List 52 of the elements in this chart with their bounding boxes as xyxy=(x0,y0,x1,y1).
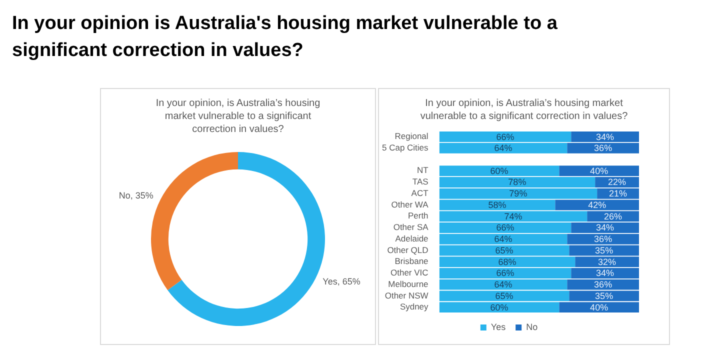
data-label: 35% xyxy=(595,245,614,256)
data-label: 34% xyxy=(596,132,614,142)
legend-label: No xyxy=(526,322,538,332)
data-label: 26% xyxy=(604,211,622,222)
data-label: 65% xyxy=(495,290,514,301)
data-label: 35% xyxy=(595,290,614,301)
slice-label: Yes, 65% xyxy=(322,276,360,287)
y-tick-label: 5 Cap Cities xyxy=(382,142,428,152)
y-tick-label: Other WA xyxy=(391,199,429,210)
data-label: 36% xyxy=(594,143,612,154)
y-tick-label: Other VIC xyxy=(390,268,428,278)
data-label: 34% xyxy=(596,222,614,233)
data-label: 65% xyxy=(495,245,514,256)
y-tick-label: Adelaide xyxy=(395,233,429,244)
data-label: 22% xyxy=(608,177,626,188)
data-label: 64% xyxy=(494,143,512,154)
slice-label: No, 35% xyxy=(118,190,154,200)
data-label: 68% xyxy=(498,256,516,267)
y-tick-label: Perth xyxy=(408,210,429,221)
data-label: 64% xyxy=(494,234,512,244)
data-label: 66% xyxy=(496,132,514,142)
chart-subtitle: In your opinion, is Australia’s housing market vulnerable to a significant correction in values? xyxy=(154,97,322,136)
data-label: 66% xyxy=(496,222,514,233)
data-label: 74% xyxy=(504,211,522,222)
data-label: 78% xyxy=(508,177,526,188)
y-tick-label: NT xyxy=(416,165,428,176)
data-label: 32% xyxy=(598,256,616,267)
y-tick-label: ACT xyxy=(411,188,428,198)
data-label: 60% xyxy=(490,166,508,176)
y-tick-label: Melbourne xyxy=(388,278,429,289)
data-label: 60% xyxy=(490,302,508,312)
y-tick-label: TAS xyxy=(412,176,429,187)
y-tick-label: Brisbane xyxy=(394,256,429,266)
y-tick-label: Other SA xyxy=(393,222,429,232)
chart-subtitle: In your opinion, is Australia’s housing market vulnerable to a significant correction in values? xyxy=(419,97,629,123)
data-label: 79% xyxy=(509,188,528,199)
data-label: 40% xyxy=(590,166,608,176)
y-tick-label: Regional xyxy=(394,131,428,142)
y-tick-label: Other QLD xyxy=(387,244,428,255)
data-label: 42% xyxy=(588,200,606,210)
y-tick-label: Other NSW xyxy=(384,290,428,300)
data-label: 36% xyxy=(594,280,612,290)
data-label: 36% xyxy=(594,234,612,244)
legend-label: Yes xyxy=(490,322,506,332)
y-tick-label: Sydney xyxy=(400,302,430,312)
data-label: 34% xyxy=(596,268,614,278)
data-label: 66% xyxy=(496,268,514,278)
data-label: 21% xyxy=(609,188,628,199)
data-label: 64% xyxy=(494,280,512,290)
chart-title: In your opinion is Australia's housing market vulnerable to a significant correction in values? xyxy=(12,12,558,63)
data-label: 40% xyxy=(590,302,608,312)
data-label: 58% xyxy=(488,200,506,210)
